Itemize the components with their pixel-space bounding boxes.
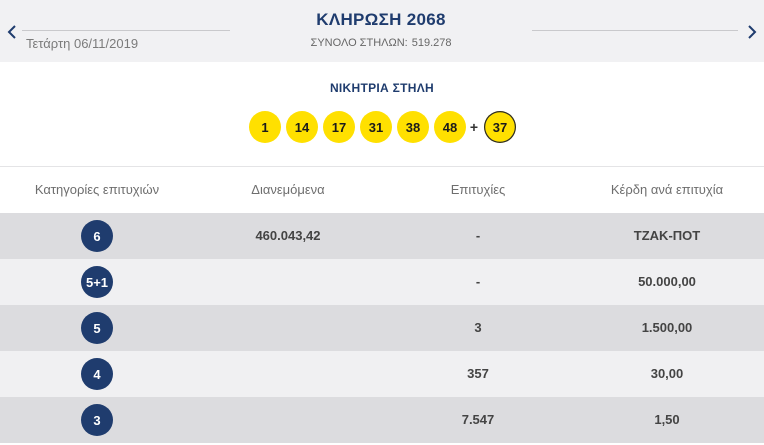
- header-divider-left: [22, 30, 230, 31]
- header-distributed: Διανεμόμενα: [251, 182, 325, 197]
- winning-ball: 1: [249, 111, 281, 143]
- table-row: 4 357 30,00: [0, 351, 764, 397]
- total-columns-value: 519.278: [411, 37, 452, 49]
- winning-ball: 17: [323, 111, 355, 143]
- draw-title: ΚΛΗΡΩΣΗ 2068: [316, 10, 446, 29]
- draw-header: Τετάρτη 06/11/2019 ΚΛΗΡΩΣΗ 2068 ΣΥΝΟΛΟ Σ…: [0, 0, 764, 62]
- total-columns-label: ΣΥΝΟΛΟ ΣΤΗΛΩΝ:: [310, 37, 408, 49]
- category-badge: 5: [81, 312, 113, 344]
- prize-cell: 50.000,00: [638, 274, 696, 289]
- category-badge: 4: [81, 358, 113, 390]
- prize-cell: 1,50: [654, 412, 680, 427]
- winners-cell: 7.547: [461, 412, 495, 427]
- chevron-left-icon: [7, 25, 16, 39]
- next-draw-button[interactable]: [742, 20, 762, 44]
- bonus-ball: 37: [484, 111, 516, 143]
- distributed-cell: [190, 351, 386, 397]
- chevron-right-icon: [748, 25, 757, 39]
- prize-table: Κατηγορίες επιτυχιών Διανεμόμενα Επιτυχί…: [0, 166, 764, 443]
- table-row: 6 460.043,42 - ΤΖΑΚ-ΠΟΤ: [0, 213, 764, 259]
- distributed-cell: [190, 259, 386, 305]
- draw-date: Τετάρτη 06/11/2019: [26, 36, 139, 51]
- table-row: 5+1 - 50.000,00: [0, 259, 764, 305]
- distributed-cell: 460.043,42: [255, 228, 321, 243]
- table-header: Κατηγορίες επιτυχιών Διανεμόμενα Επιτυχί…: [0, 166, 764, 213]
- winners-cell: 3: [474, 320, 482, 335]
- winners-cell: 357: [467, 366, 489, 381]
- distributed-cell: [190, 305, 386, 351]
- winners-cell: -: [475, 228, 481, 243]
- header-divider-right: [532, 30, 738, 31]
- prize-cell: 1.500,00: [641, 320, 693, 335]
- category-badge: 5+1: [81, 266, 113, 298]
- winning-ball: 38: [397, 111, 429, 143]
- header-winners: Επιτυχίες: [450, 182, 506, 197]
- total-columns: ΣΥΝΟΛΟ ΣΤΗΛΩΝ: 519.278: [230, 37, 532, 49]
- winning-column-title: ΝΙΚΗΤΡΙΑ ΣΤΗΛΗ: [329, 81, 435, 95]
- winners-cell: -: [475, 274, 481, 289]
- plus-sign: +: [469, 119, 479, 135]
- winning-ball: 48: [434, 111, 466, 143]
- category-badge: 3: [81, 404, 113, 436]
- header-categories: Κατηγορίες επιτυχιών: [34, 182, 160, 197]
- prize-cell: ΤΖΑΚ-ΠΟΤ: [633, 228, 701, 243]
- winning-ball: 14: [286, 111, 318, 143]
- prize-cell: 30,00: [650, 366, 684, 381]
- table-row: 3 7.547 1,50: [0, 397, 764, 443]
- distributed-cell: [190, 397, 386, 443]
- winning-ball: 31: [360, 111, 392, 143]
- table-row: 5 3 1.500,00: [0, 305, 764, 351]
- header-prize-per-winner: Κέρδη ανά επιτυχία: [610, 182, 724, 197]
- category-badge: 6: [81, 220, 113, 252]
- prev-draw-button[interactable]: [2, 20, 22, 44]
